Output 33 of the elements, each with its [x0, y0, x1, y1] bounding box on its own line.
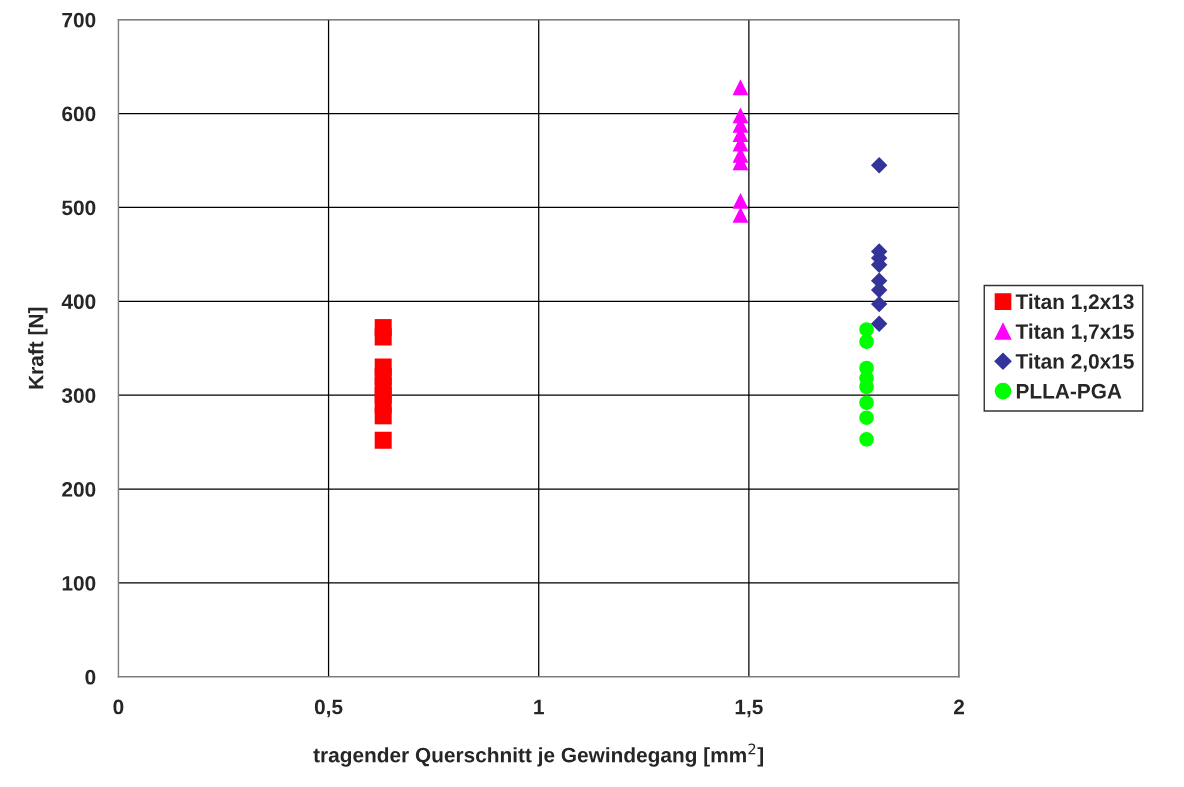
point	[859, 432, 874, 447]
point	[374, 328, 392, 346]
point	[732, 79, 749, 96]
y-tick-label: 500	[62, 200, 96, 216]
point	[374, 431, 392, 449]
legend-label: Titan 1,7x15	[1015, 323, 1134, 342]
legend-label: PLLA-PGA	[1016, 383, 1122, 399]
point	[859, 410, 874, 425]
point	[732, 192, 749, 209]
y-tick-label: 200	[62, 482, 96, 497]
x-tick-label: 2	[953, 699, 964, 715]
y-tick-label: 600	[62, 106, 96, 122]
y-tick-label: 100	[62, 575, 96, 591]
point	[859, 334, 874, 349]
y-tick-label: 700	[62, 12, 96, 28]
point	[859, 322, 874, 337]
point	[732, 207, 749, 223]
x-tick-label: 0,5	[314, 699, 343, 718]
x-tick-label: 1,5	[735, 699, 763, 718]
point	[859, 395, 874, 410]
point	[870, 315, 888, 333]
y-tick-label: 0	[85, 669, 96, 685]
x-tick-label: 0	[113, 699, 124, 715]
point	[374, 407, 392, 425]
x-axis-title: tragender Querschnitt je Gewindegang [mm$^{2}$]	[313, 743, 764, 767]
point	[870, 156, 888, 174]
legend-label: Titan 1,2x13	[1015, 293, 1134, 313]
legend-label: Titan 2,0x15	[1015, 353, 1134, 372]
y-tick-label: 300	[61, 388, 96, 403]
y-tick-label: 400	[61, 294, 96, 310]
y-axis-title: Kraft [N]	[28, 307, 48, 389]
point	[870, 295, 888, 313]
x-tick-label: 1	[534, 699, 544, 715]
